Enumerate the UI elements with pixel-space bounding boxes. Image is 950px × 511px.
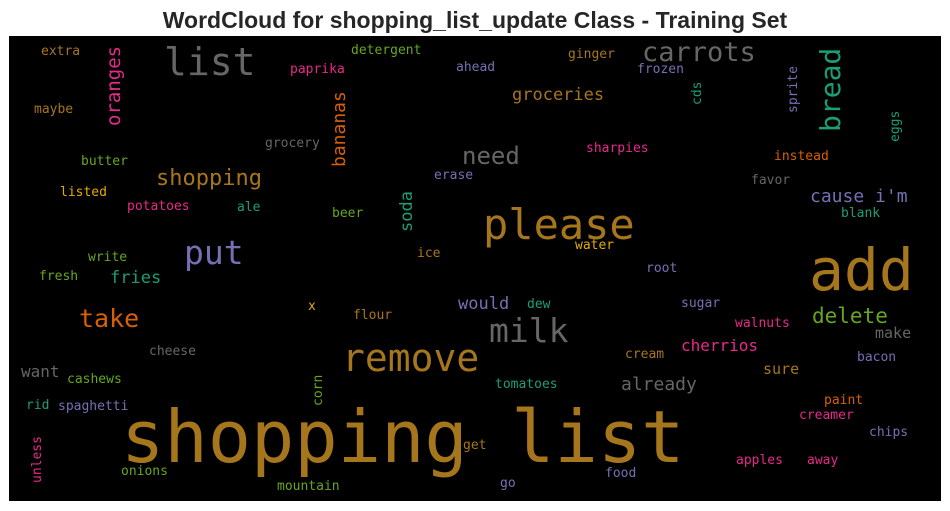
wordcloud-word: milk (489, 314, 568, 347)
wordcloud-word: food (605, 467, 636, 480)
wordcloud-word: paprika (290, 63, 345, 76)
wordcloud-word: beer (332, 207, 363, 220)
wordcloud-word: remove (342, 339, 479, 377)
wordcloud-word: bread (817, 48, 845, 132)
wordcloud-word: away (807, 454, 838, 467)
wordcloud-word: bananas (331, 91, 349, 167)
wordcloud-word: sprite (787, 66, 800, 113)
wordcloud-word: erase (434, 169, 473, 182)
wordcloud-word: want (21, 364, 60, 380)
wordcloud-word: flour (353, 309, 392, 322)
wordcloud-word: grocery (265, 137, 320, 150)
wordcloud-word: rid (26, 399, 49, 412)
wordcloud-word: detergent (351, 44, 421, 57)
wordcloud-word: ginger (568, 48, 615, 61)
wordcloud-word: sugar (681, 297, 720, 310)
wordcloud-word: unless (31, 436, 44, 483)
wordcloud-word: frozen (637, 63, 684, 76)
wordcloud-word: spaghetti (58, 400, 128, 413)
wordcloud-word: paint (824, 394, 863, 407)
wordcloud-word: chips (869, 426, 908, 439)
wordcloud-word: make (875, 326, 911, 341)
wordcloud-word: write (88, 251, 127, 264)
wordcloud-word: add (809, 241, 914, 299)
wordcloud-word: eggs (889, 111, 902, 142)
wordcloud-word: groceries (512, 87, 604, 104)
wordcloud-word: x (308, 300, 316, 313)
wordcloud-word: cause i'm (810, 188, 908, 206)
wordcloud-word: need (462, 144, 520, 168)
wordcloud-word: soda (399, 191, 416, 232)
wordcloud-word: put (184, 236, 244, 269)
wordcloud-word: dew (527, 298, 550, 311)
wordcloud-word: cherrios (681, 338, 758, 354)
wordcloud-word: extra (41, 45, 80, 58)
wordcloud-word: cream (625, 348, 664, 361)
wordcloud-word: would (458, 296, 509, 313)
wordcloud-word: creamer (799, 409, 854, 422)
wordcloud-word: blank (841, 207, 880, 220)
wordcloud-word: fries (110, 270, 161, 287)
wordcloud-canvas: shopping list add please remove list put milk c… (9, 36, 941, 501)
wordcloud-word: fresh (39, 270, 78, 283)
wordcloud-word: go (500, 477, 516, 490)
wordcloud-word: potatoes (127, 200, 190, 213)
wordcloud-word: walnuts (735, 317, 790, 330)
wordcloud-word: favor (751, 174, 790, 187)
wordcloud-word: mountain (277, 480, 340, 493)
wordcloud-word: tomatoes (495, 378, 558, 391)
wordcloud-word: cashews (67, 373, 122, 386)
wordcloud-word: cds (691, 82, 704, 105)
wordcloud-word: butter (81, 155, 128, 168)
wordcloud-word: bacon (857, 351, 896, 364)
wordcloud-word: sure (763, 362, 799, 377)
wordcloud-word: maybe (34, 103, 73, 116)
chart-title: WordCloud for shopping_list_update Class… (0, 5, 950, 35)
wordcloud-word: shopping (156, 168, 262, 190)
wordcloud-word: instead (774, 150, 829, 163)
wordcloud-word: take (79, 306, 139, 331)
wordcloud-word: listed (60, 186, 107, 199)
wordcloud-word: onions (121, 465, 168, 478)
wordcloud-word: water (575, 239, 614, 252)
wordcloud-word: already (621, 376, 697, 394)
wordcloud-word: get (463, 439, 486, 452)
wordcloud-word: ahead (456, 61, 495, 74)
wordcloud-word: list (164, 43, 256, 81)
wordcloud-word: root (646, 262, 677, 275)
wordcloud-word: corn (312, 375, 325, 406)
wordcloud-word: oranges (105, 46, 124, 126)
wordcloud-word: shopping list (121, 401, 685, 473)
wordcloud-word: ale (237, 201, 260, 214)
wordcloud-word: sharpies (586, 142, 649, 155)
wordcloud-word: cheese (149, 345, 196, 358)
wordcloud-word: ice (417, 247, 440, 260)
wordcloud-word: apples (736, 454, 783, 467)
